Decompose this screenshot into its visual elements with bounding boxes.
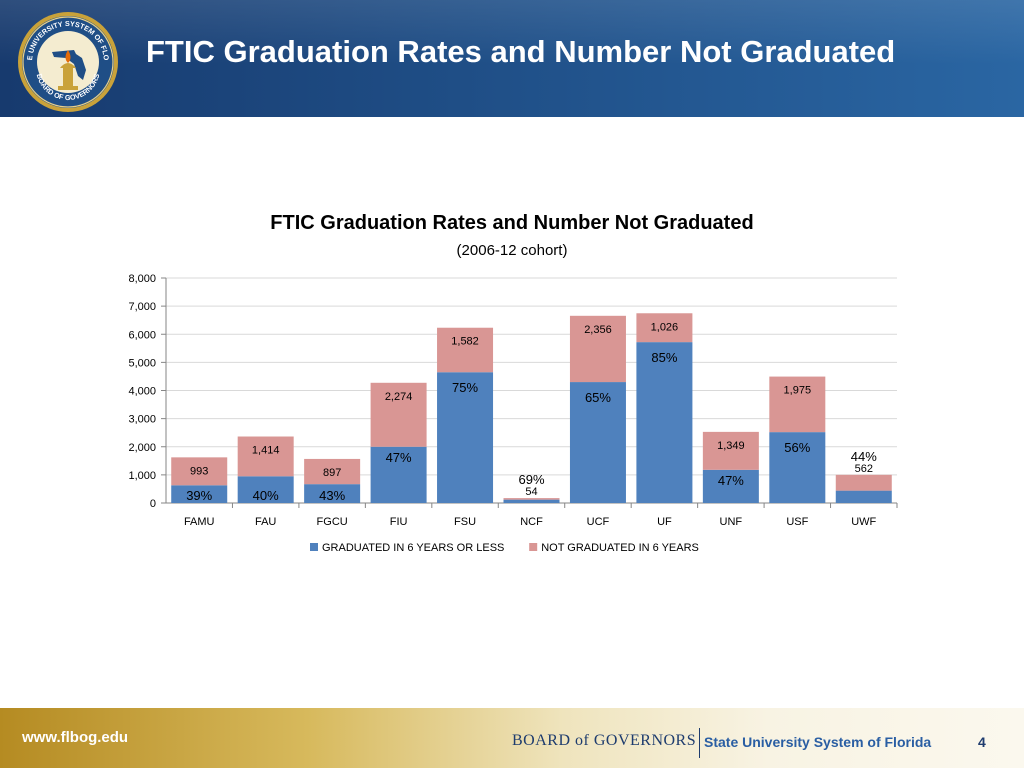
data-label-not-graduated: 54: [525, 486, 537, 498]
data-label-graduated-rate: 56%: [784, 440, 810, 455]
data-label-not-graduated: 1,349: [717, 440, 745, 452]
y-tick-label: 2,000: [128, 442, 156, 454]
bar-not-graduated-usf: [769, 376, 826, 433]
x-tick-label: UCF: [587, 516, 610, 528]
legend-label: NOT GRADUATED IN 6 YEARS: [541, 542, 699, 554]
y-tick-label: 7,000: [128, 301, 156, 313]
data-label-not-graduated: 1,414: [252, 445, 280, 457]
stacked-bar-chart: FTIC Graduation Rates and Number Not Gra…: [128, 212, 898, 554]
chart-area: FTIC Graduation Rates and Number Not Gra…: [0, 117, 1024, 707]
bar-graduated-ucf: [569, 382, 626, 503]
data-label-not-graduated: 2,356: [584, 324, 612, 336]
data-label-graduated-rate: 39%: [186, 488, 212, 503]
data-label-not-graduated: 2,274: [385, 391, 413, 403]
y-tick-label: 3,000: [128, 414, 156, 426]
footer-divider: [699, 728, 700, 758]
bar-not-graduated-ucf: [569, 315, 626, 383]
x-tick-label: USF: [786, 516, 808, 528]
y-tick-label: 5,000: [128, 357, 156, 369]
data-label-graduated-rate: 85%: [651, 350, 677, 365]
chart-legend: GRADUATED IN 6 YEARS OR LESS NOT GRADUATE…: [310, 542, 699, 554]
legend-label: GRADUATED IN 6 YEARS OR LESS: [322, 542, 504, 554]
bar-graduated-fgcu: [304, 484, 361, 503]
legend-swatch: [310, 543, 318, 551]
bar-not-graduated-unf: [702, 431, 759, 470]
data-label-not-graduated: 562: [855, 463, 873, 475]
chart-subtitle: (2006-12 cohort): [457, 242, 568, 259]
bar-not-graduated-fau: [237, 436, 294, 477]
x-tick-label: UWF: [851, 516, 876, 528]
y-tick-label: 1,000: [128, 470, 156, 482]
data-label-graduated-rate: 44%: [851, 449, 877, 464]
slide-footer: www.flbog.edu BOARD of GOVERNORS State U…: [0, 708, 1024, 768]
plot-area: 0 1,000 2,000 3,000 4,000 5,000 6,000 7,000 8,00…: [128, 273, 898, 528]
data-label-graduated-rate: 75%: [452, 380, 478, 395]
x-tick-label: NCF: [520, 516, 543, 528]
data-label-not-graduated: 1,582: [451, 336, 479, 348]
y-tick-label: 0: [150, 498, 156, 510]
data-label-not-graduated: 1,975: [784, 385, 812, 397]
slide-title: FTIC Graduation Rates and Number Not Gra…: [146, 34, 896, 69]
data-label-not-graduated: 993: [190, 465, 208, 477]
y-tick-label: 6,000: [128, 329, 156, 341]
page-number: 4: [978, 734, 986, 750]
bar-graduated-ncf: [503, 499, 560, 503]
data-label-not-graduated: 897: [323, 467, 341, 479]
x-tick-label: FIU: [390, 516, 408, 528]
bar-graduated-famu: [171, 485, 228, 503]
legend-swatch: [529, 543, 538, 551]
data-label-graduated-rate: 47%: [718, 473, 744, 488]
data-label-graduated-rate: 43%: [319, 488, 345, 503]
data-label-not-graduated: 1,026: [651, 321, 679, 333]
x-tick-label: FGCU: [317, 516, 348, 528]
bar-graduated-fsu: [437, 372, 494, 503]
data-label-graduated-rate: 47%: [386, 450, 412, 465]
data-label-graduated-rate: 65%: [585, 390, 611, 405]
x-tick-label: UNF: [720, 516, 743, 528]
y-tick-label: 4,000: [128, 386, 156, 398]
footer-url-link[interactable]: www.flbog.edu: [22, 729, 129, 746]
bar-not-graduated-famu: [171, 457, 228, 486]
bar-not-graduated-fgcu: [304, 458, 361, 485]
slide-header: STATE UNIVERSITY SYSTEM OF FLORIDA BOARD…: [0, 0, 1024, 117]
data-label-graduated-rate: 69%: [518, 472, 544, 487]
bar-not-graduated-fsu: [437, 327, 494, 373]
chart-title: FTIC Graduation Rates and Number Not Gra…: [270, 212, 753, 234]
x-tick-label: FAMU: [184, 516, 215, 528]
bar-graduated-unf: [702, 469, 759, 503]
footer-system-name: State University System of Florida: [704, 734, 932, 750]
x-tick-label: UF: [657, 516, 672, 528]
y-tick-label: 8,000: [128, 273, 156, 285]
bar-graduated-uwf: [835, 490, 892, 503]
footer-board-wordmark: BOARD of GOVERNORS: [512, 732, 697, 749]
header-sheen: [0, 0, 1024, 117]
bar-graduated-uf: [636, 342, 693, 503]
bar-not-graduated-fiu: [370, 382, 427, 447]
x-tick-label: FSU: [454, 516, 476, 528]
bar-graduated-fau: [237, 476, 294, 503]
data-label-graduated-rate: 40%: [253, 488, 279, 503]
bar-graduated-usf: [769, 432, 826, 503]
bar-not-graduated-ncf: [503, 498, 560, 500]
board-of-governors-seal-logo: STATE UNIVERSITY SYSTEM OF FLORIDA BOARD…: [16, 10, 118, 112]
bar-not-graduated-uf: [636, 313, 693, 343]
bar-not-graduated-uwf: [835, 474, 892, 491]
x-tick-label: FAU: [255, 516, 276, 528]
bar-graduated-fiu: [370, 446, 427, 503]
